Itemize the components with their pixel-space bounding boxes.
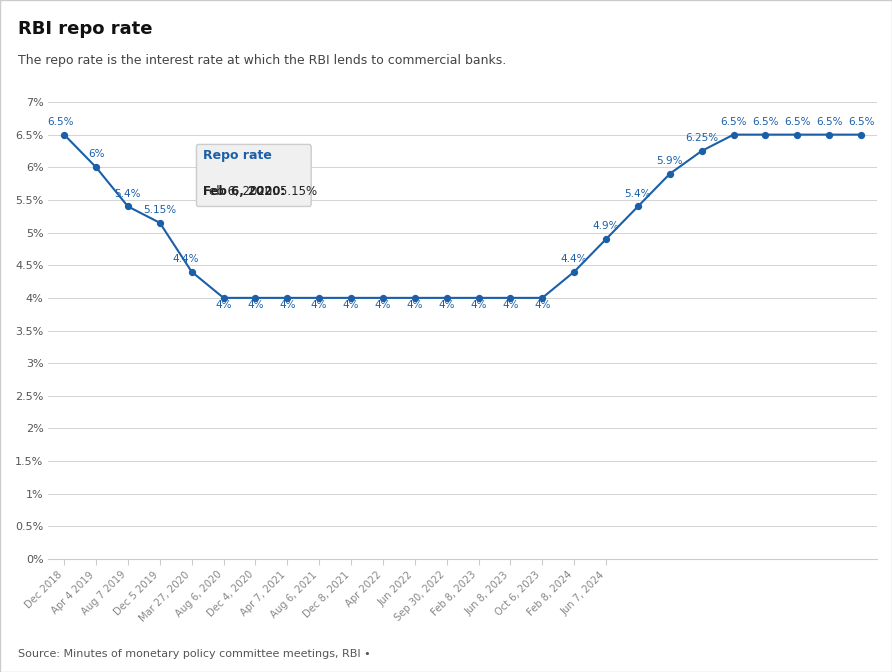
Point <box>408 292 422 303</box>
Point <box>663 169 677 179</box>
Text: 4%: 4% <box>215 300 232 310</box>
Text: The repo rate is the interest rate at which the RBI lends to commercial banks.: The repo rate is the interest rate at wh… <box>18 54 506 67</box>
Text: 4%: 4% <box>311 300 327 310</box>
Point <box>153 218 167 228</box>
Text: 6.5%: 6.5% <box>48 117 74 127</box>
Text: 4%: 4% <box>279 300 295 310</box>
Point <box>217 292 231 303</box>
Text: 6.5%: 6.5% <box>752 117 779 127</box>
Text: 6.25%: 6.25% <box>685 133 718 143</box>
Point <box>726 129 740 140</box>
Text: 4%: 4% <box>247 300 264 310</box>
Text: 4%: 4% <box>470 300 487 310</box>
Point <box>376 292 390 303</box>
Text: 6%: 6% <box>87 149 104 159</box>
Point <box>185 266 199 277</box>
Point <box>503 292 517 303</box>
Point <box>312 292 326 303</box>
Text: 6.5%: 6.5% <box>847 117 874 127</box>
Text: 4%: 4% <box>407 300 423 310</box>
Text: 4%: 4% <box>502 300 518 310</box>
Text: 6.5%: 6.5% <box>721 117 747 127</box>
Text: 6.5%: 6.5% <box>816 117 842 127</box>
Text: 4%: 4% <box>534 300 550 310</box>
Point <box>758 129 772 140</box>
Text: 5.9%: 5.9% <box>657 156 683 166</box>
Point <box>535 292 549 303</box>
Text: 4%: 4% <box>375 300 392 310</box>
Point <box>120 201 135 212</box>
Text: Source: Minutes of monetary policy committee meetings, RBI •: Source: Minutes of monetary policy commi… <box>18 648 370 659</box>
Point <box>790 129 805 140</box>
Text: Feb 6, 2020: 5.15%: Feb 6, 2020: 5.15% <box>202 185 317 198</box>
Point <box>471 292 485 303</box>
Text: 4.4%: 4.4% <box>172 254 199 264</box>
Text: 4%: 4% <box>439 300 455 310</box>
Text: RBI repo rate: RBI repo rate <box>18 20 153 38</box>
Point <box>599 234 613 245</box>
Point <box>344 292 359 303</box>
Text: 6.5%: 6.5% <box>784 117 811 127</box>
Point <box>695 146 709 157</box>
Point <box>280 292 294 303</box>
Text: 5.4%: 5.4% <box>115 189 141 199</box>
Text: 4%: 4% <box>343 300 359 310</box>
Text: 5.4%: 5.4% <box>624 189 651 199</box>
Text: 5.15%: 5.15% <box>144 205 177 215</box>
Point <box>89 162 103 173</box>
Text: 4.9%: 4.9% <box>593 221 619 231</box>
Point <box>57 129 71 140</box>
Text: Feb 6, 2020:: Feb 6, 2020: <box>202 185 285 198</box>
Point <box>567 266 582 277</box>
FancyBboxPatch shape <box>196 144 311 206</box>
Point <box>854 129 868 140</box>
Text: 4.4%: 4.4% <box>561 254 588 264</box>
Point <box>822 129 837 140</box>
Point <box>631 201 645 212</box>
Text: Repo rate: Repo rate <box>202 149 272 162</box>
Point <box>440 292 454 303</box>
Point <box>248 292 262 303</box>
